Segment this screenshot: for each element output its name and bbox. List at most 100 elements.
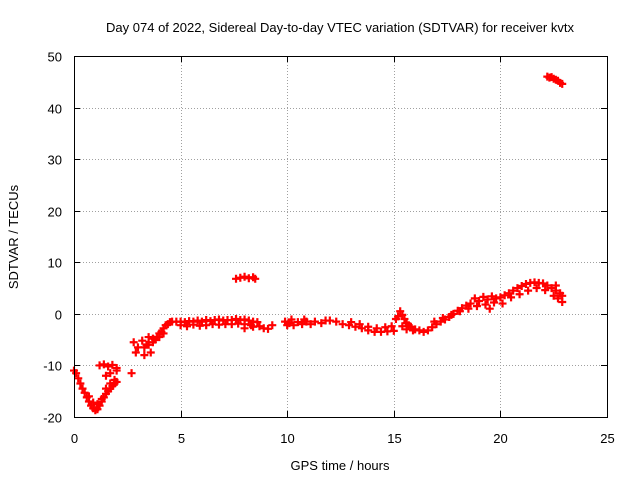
data-point bbox=[72, 369, 81, 378]
data-point bbox=[509, 286, 518, 295]
data-point bbox=[547, 284, 556, 293]
data-point bbox=[387, 322, 396, 331]
data-point bbox=[470, 294, 479, 303]
data-point bbox=[398, 322, 407, 331]
data-point bbox=[400, 315, 409, 324]
data-point bbox=[496, 293, 505, 302]
data-point bbox=[487, 292, 496, 301]
y-tick-label: 50 bbox=[48, 50, 62, 65]
data-point bbox=[293, 318, 302, 327]
data-point bbox=[131, 348, 140, 357]
x-tick-label: 25 bbox=[600, 431, 614, 446]
data-point bbox=[76, 379, 85, 388]
data-point bbox=[430, 317, 439, 326]
data-point bbox=[389, 326, 398, 335]
data-point bbox=[251, 274, 260, 283]
data-point bbox=[332, 317, 341, 326]
data-point bbox=[517, 282, 526, 291]
data-point bbox=[539, 279, 548, 288]
data-point bbox=[317, 319, 326, 328]
data-point bbox=[99, 360, 108, 369]
data-point bbox=[372, 324, 381, 333]
data-point bbox=[255, 322, 264, 331]
data-point bbox=[485, 304, 494, 313]
data-point bbox=[498, 299, 507, 308]
data-point bbox=[140, 343, 149, 352]
data-point bbox=[310, 317, 319, 326]
data-point bbox=[357, 324, 366, 333]
data-point bbox=[515, 290, 524, 299]
y-tick-label: 0 bbox=[55, 308, 62, 323]
data-point bbox=[108, 360, 117, 369]
data-point bbox=[264, 324, 273, 333]
data-point bbox=[127, 369, 136, 378]
y-tick-label: 20 bbox=[48, 205, 62, 220]
data-point bbox=[129, 338, 138, 347]
data-point bbox=[159, 329, 168, 338]
data-point bbox=[240, 324, 249, 333]
data-point bbox=[110, 375, 119, 384]
x-tick-label: 15 bbox=[387, 431, 401, 446]
data-point bbox=[507, 293, 516, 302]
data-point bbox=[300, 315, 309, 324]
data-point bbox=[97, 394, 106, 403]
data-point bbox=[140, 351, 149, 360]
data-point bbox=[455, 307, 464, 316]
data-point bbox=[240, 272, 249, 281]
y-tick-labels: -20 -10 0 10 20 30 40 50 bbox=[43, 50, 62, 426]
x-axis-label: GPS time / hours bbox=[291, 458, 390, 473]
x-tick-labels: 0 5 10 15 20 25 bbox=[71, 431, 615, 446]
y-tick-label: 10 bbox=[48, 256, 62, 271]
x-tick-label: 10 bbox=[280, 431, 294, 446]
data-point bbox=[532, 284, 541, 293]
data-point bbox=[298, 320, 307, 329]
data-point bbox=[479, 292, 488, 301]
data-point bbox=[419, 327, 428, 336]
data-point bbox=[93, 400, 102, 409]
data-point bbox=[80, 388, 89, 397]
grid bbox=[74, 56, 607, 417]
data-point bbox=[146, 348, 155, 357]
data-point bbox=[106, 379, 115, 388]
data-point bbox=[398, 310, 407, 319]
data-point bbox=[182, 322, 191, 331]
data-point bbox=[78, 384, 87, 393]
data-point bbox=[101, 371, 110, 380]
y-axis-label: SDTVAR / TECUs bbox=[6, 184, 21, 289]
data-point bbox=[447, 310, 456, 319]
axis-ticks bbox=[74, 56, 608, 418]
data-point bbox=[513, 284, 522, 293]
data-point bbox=[490, 298, 499, 307]
data-point bbox=[74, 374, 83, 383]
y-tick-label: -20 bbox=[43, 411, 62, 426]
data-point bbox=[524, 286, 533, 295]
x-tick-label: 20 bbox=[493, 431, 507, 446]
data-point bbox=[464, 304, 473, 313]
data-point bbox=[306, 320, 315, 329]
data-point bbox=[558, 79, 567, 88]
data-point bbox=[394, 312, 403, 321]
x-tick-label: 0 bbox=[71, 431, 78, 446]
data-point bbox=[112, 366, 121, 375]
data-point bbox=[351, 322, 360, 331]
data-point bbox=[197, 317, 206, 326]
x-tick-label: 5 bbox=[178, 431, 185, 446]
data-point bbox=[483, 295, 492, 304]
data-point bbox=[347, 318, 356, 327]
data-point bbox=[438, 313, 447, 322]
data-point bbox=[551, 281, 560, 290]
data-point bbox=[144, 340, 153, 349]
chart-title: Day 074 of 2022, Sidereal Day-to-day VTE… bbox=[106, 20, 574, 35]
data-point bbox=[408, 326, 417, 335]
data-point bbox=[558, 297, 567, 306]
data-point bbox=[423, 326, 432, 335]
data-point bbox=[428, 323, 437, 332]
data-point bbox=[472, 302, 481, 311]
data-point bbox=[355, 320, 364, 329]
y-tick-label: -10 bbox=[43, 359, 62, 374]
data-point bbox=[481, 300, 490, 309]
data-point bbox=[549, 291, 558, 300]
plot-frame bbox=[74, 56, 608, 418]
data-point bbox=[289, 321, 298, 330]
data-point bbox=[364, 322, 373, 331]
